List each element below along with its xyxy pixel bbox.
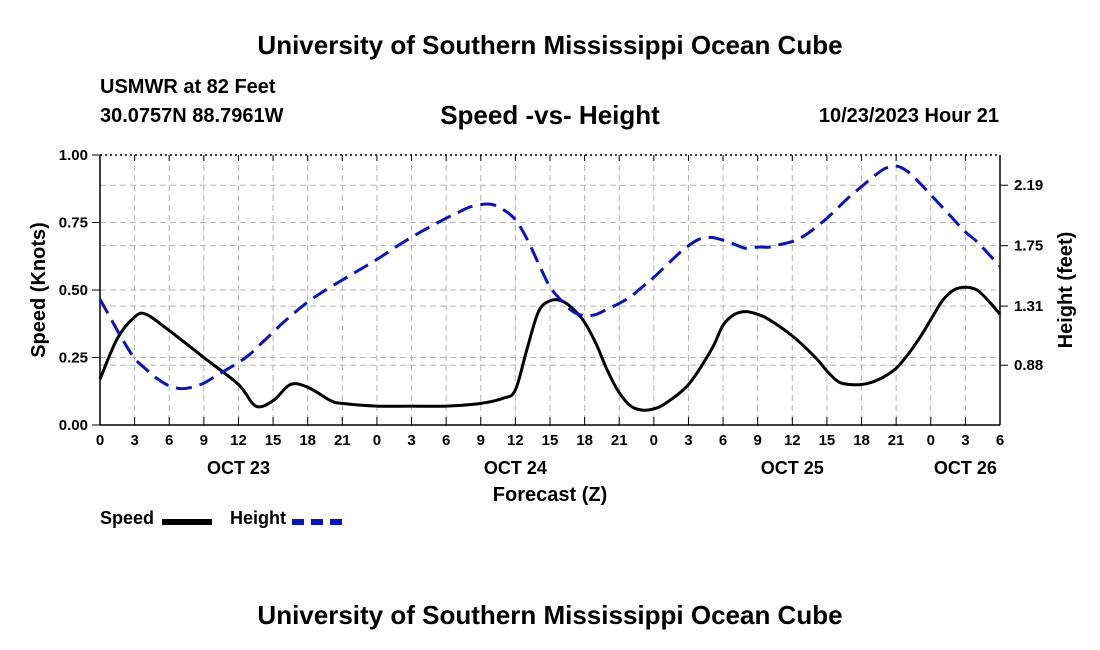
x-tick-label: 15 [819, 432, 836, 449]
y-tick-label: 1.00 [59, 147, 88, 164]
x-tick-label: 6 [996, 432, 1004, 449]
x-tick-label: 12 [507, 432, 524, 449]
x-tick-label: 15 [265, 432, 282, 449]
y2-tick-label: 2.19 [1014, 177, 1043, 194]
x-tick-label: 15 [542, 432, 559, 449]
x-tick-label: 3 [407, 432, 415, 449]
x-tick-label: 18 [299, 432, 316, 449]
x-tick-label: 18 [853, 432, 870, 449]
x-tick-label: 9 [200, 432, 208, 449]
x-tick-label: 12 [230, 432, 247, 449]
page-title: University of Southern Mississippi Ocean… [257, 30, 843, 60]
y2-tick-label: 0.88 [1014, 357, 1043, 374]
speed-series-line [98, 285, 1002, 412]
station-coordinates: 30.0757N 88.7961W [100, 105, 284, 127]
y2-tick-label: 1.75 [1014, 238, 1043, 255]
x-tick-label: 21 [888, 432, 905, 449]
x-tick-label: 21 [334, 432, 351, 449]
y-tick-label: 0.00 [59, 417, 88, 434]
x-tick-label: 0 [373, 432, 381, 449]
x-tick-label: 6 [442, 432, 450, 449]
x-tick-label: 12 [784, 432, 801, 449]
x-date-label: OCT 26 [934, 458, 997, 478]
chart-title: Speed -vs- Height [440, 100, 660, 130]
x-tick-label: 0 [650, 432, 658, 449]
x-tick-label: 0 [927, 432, 935, 449]
footer-title: University of Southern Mississippi Ocean… [257, 600, 843, 630]
x-tick-label: 0 [96, 432, 104, 449]
forecast-timestamp: 10/23/2023 Hour 21 [818, 105, 999, 127]
legend-speed-swatch [162, 519, 212, 525]
x-tick-label: 6 [719, 432, 727, 449]
x-date-label: OCT 24 [484, 458, 547, 478]
x-tick-label: 3 [961, 432, 969, 449]
x-tick-label: 9 [754, 432, 762, 449]
x-date-label: OCT 23 [207, 458, 270, 478]
x-tick-label: 18 [576, 432, 593, 449]
x-date-label: OCT 25 [761, 458, 824, 478]
x-tick-label: 21 [611, 432, 628, 449]
height-series-line [98, 164, 1002, 391]
y2-tick-label: 1.31 [1014, 298, 1043, 315]
x-tick-label: 3 [130, 432, 138, 449]
legend-height-swatch [292, 519, 342, 525]
y-tick-label: 0.25 [59, 350, 88, 367]
y-axis-title: Speed (Knots) [28, 222, 50, 358]
x-tick-label: 9 [477, 432, 485, 449]
x-tick-label: 3 [684, 432, 692, 449]
x-tick-label: 6 [165, 432, 173, 449]
y-tick-label: 0.50 [59, 282, 88, 299]
legend-height-label: Height [230, 508, 286, 528]
y-tick-label: 0.75 [59, 215, 88, 232]
x-axis-title: Forecast (Z) [493, 484, 607, 506]
legend-speed-label: Speed [100, 508, 155, 528]
speed-height-chart: 0 3 6 9 12 15 18 21 0 3 6 9 12 15 18 21 0 3 6 9 12 15 18 21 0 3 6 0… [28, 147, 1077, 506]
station-name: USMWR at 82 Feet [100, 76, 276, 98]
y2-axis-title: Height (feet) [1055, 232, 1077, 349]
